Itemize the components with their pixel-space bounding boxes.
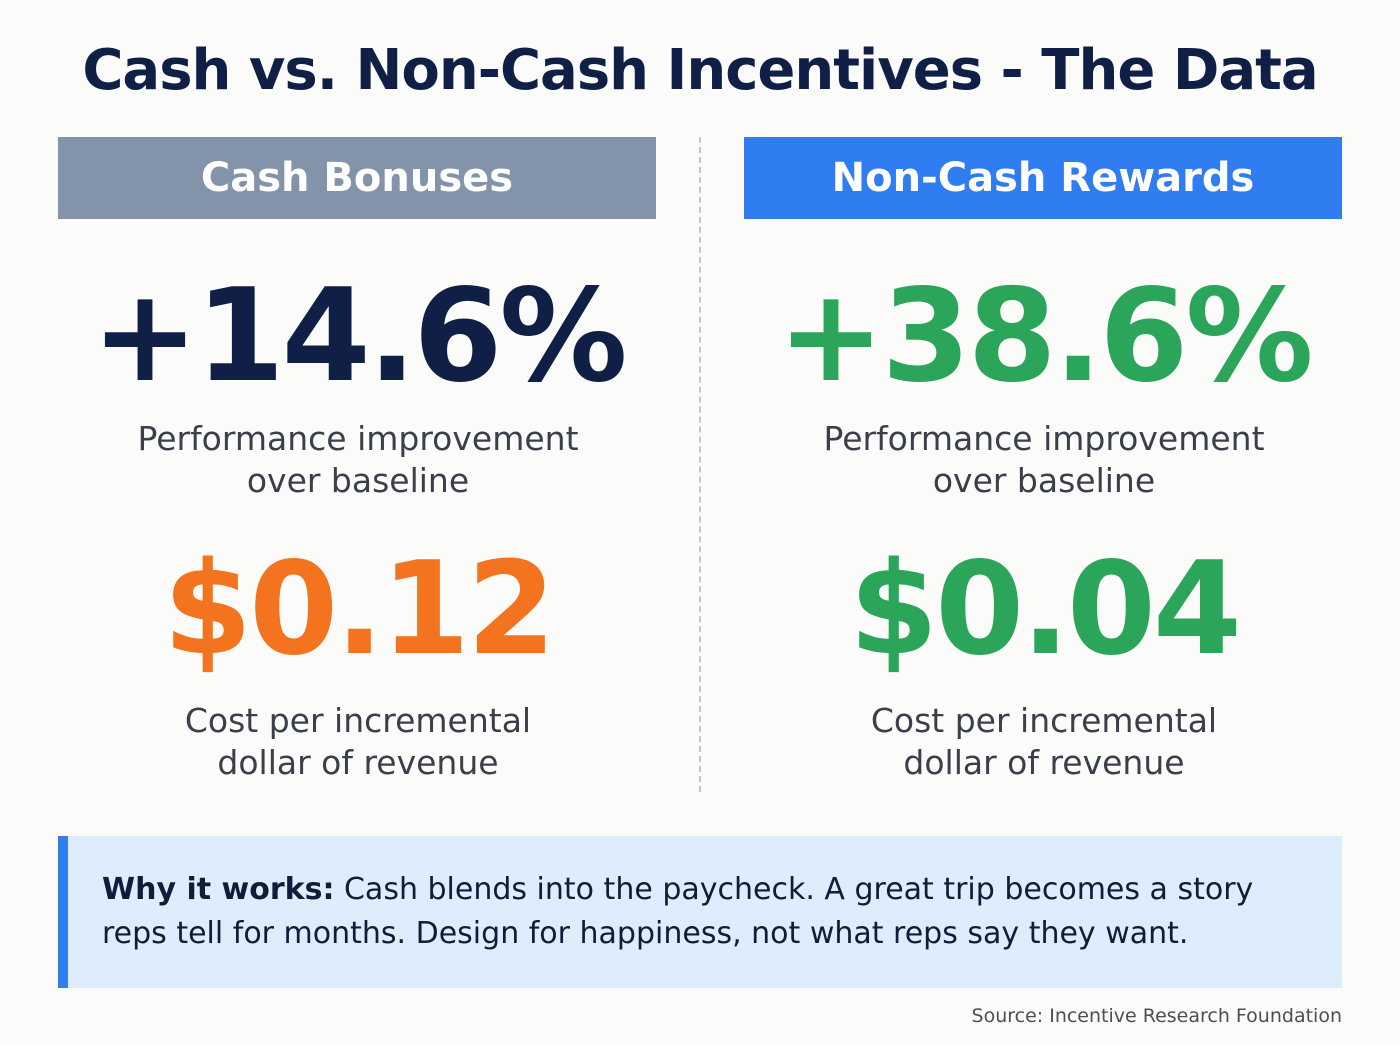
cash-performance-label-line1: Performance improvement (137, 419, 579, 458)
noncash-cost-label-line2: dollar of revenue (903, 743, 1185, 782)
noncash-performance-value: +38.6% (777, 262, 1313, 411)
noncash-cost-label: Cost per incremental dollar of revenue (694, 700, 1394, 784)
page-title: Cash vs. Non-Cash Incentives - The Data (82, 38, 1318, 103)
noncash-cost-label-line1: Cost per incremental (870, 701, 1218, 740)
callout-lead: Why it works: (102, 872, 335, 907)
noncash-performance-label-line2: over baseline (932, 461, 1156, 500)
cash-cost-value: $0.12 (163, 535, 556, 684)
callout-text: Why it works: Cash blends into the paych… (102, 868, 1322, 956)
callout-body: Cash blends into the paycheck. A great t… (102, 872, 1254, 951)
cash-performance-label: Performance improvement over baseline (8, 418, 708, 502)
cash-cost-label-line2: dollar of revenue (217, 743, 499, 782)
cash-cost-label-line1: Cost per incremental (184, 701, 532, 740)
cash-cost-label: Cost per incremental dollar of revenue (8, 700, 708, 784)
cash-bonuses-header-label: Cash Bonuses (200, 155, 514, 201)
cash-performance-label-line2: over baseline (246, 461, 470, 500)
non-cash-rewards-header-label: Non-Cash Rewards (831, 155, 1255, 201)
why-it-works-callout: Why it works: Cash blends into the paych… (58, 836, 1342, 988)
noncash-cost-value: $0.04 (849, 535, 1242, 684)
column-divider (699, 137, 701, 792)
cash-bonuses-header: Cash Bonuses (58, 137, 656, 219)
non-cash-rewards-header: Non-Cash Rewards (744, 137, 1342, 219)
cash-performance-value: +14.6% (91, 262, 627, 411)
source-citation: Source: Incentive Research Foundation (971, 1005, 1342, 1027)
noncash-performance-label: Performance improvement over baseline (694, 418, 1394, 502)
noncash-performance-label-line1: Performance improvement (823, 419, 1265, 458)
